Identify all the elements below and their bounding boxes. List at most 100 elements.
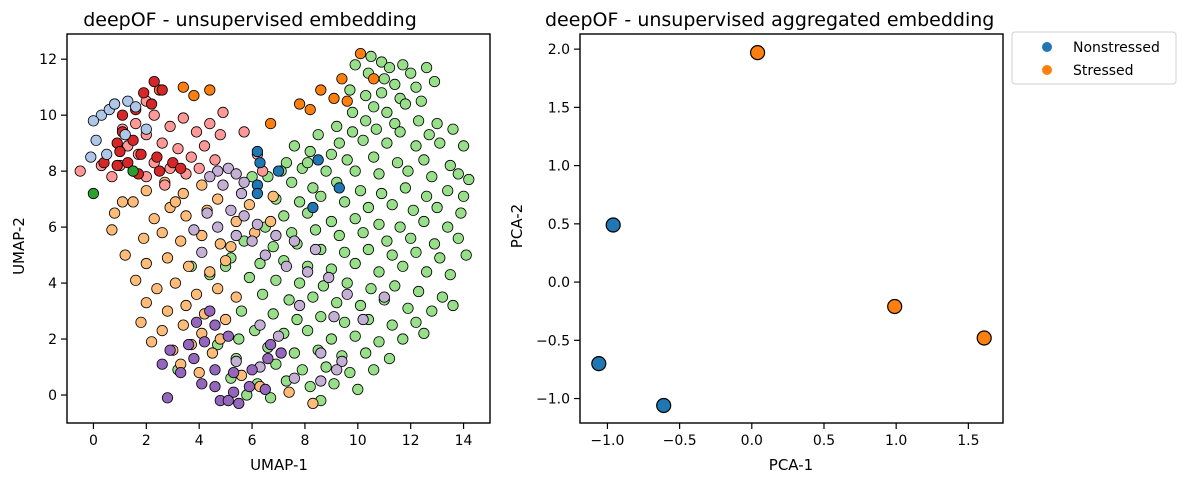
- umap-point: [164, 120, 176, 133]
- umap-point: [246, 235, 258, 247]
- umap-point: [307, 291, 319, 303]
- umap-point: [190, 288, 203, 300]
- umap-point: [138, 232, 150, 244]
- umap-point: [209, 319, 221, 331]
- umap-point: [333, 137, 345, 149]
- umap-point: [386, 199, 398, 211]
- umap-point: [140, 185, 152, 197]
- umap-point: [270, 274, 282, 286]
- umap-ticks: 0 2 4 6 8 10 12 14 0 2 4 6 8 10 12: [39, 52, 472, 449]
- umap-point: [267, 241, 279, 253]
- umap-point: [275, 347, 287, 359]
- umap-point: [370, 123, 382, 135]
- umap-point: [111, 159, 123, 172]
- legend: Nonstressed Stressed: [1011, 31, 1177, 85]
- umap-point: [312, 154, 324, 166]
- umap-point: [378, 73, 390, 85]
- umap-point: [309, 224, 322, 236]
- umap-point: [325, 148, 337, 160]
- umap-point: [254, 157, 266, 169]
- umap-point: [164, 344, 176, 356]
- umap-point: [146, 336, 158, 348]
- umap-point: [315, 347, 327, 359]
- legend-marker-nonstressed: [1042, 42, 1052, 52]
- umap-point: [397, 260, 409, 272]
- umap-point: [389, 118, 401, 130]
- umap-point: [286, 176, 298, 188]
- umap-point: [293, 98, 306, 110]
- umap-point: [452, 168, 464, 180]
- umap-x-axis-label: UMAP-1: [250, 456, 308, 474]
- umap-point: [204, 118, 216, 130]
- umap-point: [272, 330, 285, 342]
- umap-point: [204, 84, 216, 96]
- umap-point: [362, 201, 374, 214]
- umap-point: [196, 378, 208, 390]
- legend-label-stressed: Stressed: [1073, 63, 1134, 79]
- legend-label-nonstressed: Nonstressed: [1073, 40, 1160, 56]
- umap-x-tick-label: 4: [195, 433, 204, 449]
- umap-x-tick-label: 2: [142, 433, 151, 449]
- umap-point: [109, 207, 121, 219]
- umap-point: [418, 215, 430, 228]
- umap-point: [412, 285, 425, 298]
- umap-point: [354, 299, 367, 312]
- umap-point: [373, 218, 385, 230]
- umap-point: [278, 210, 290, 222]
- umap-y-tick-label: 0: [48, 388, 57, 404]
- umap-point: [362, 243, 374, 256]
- pca-chart-title: deepOF - unsupervised aggregated embeddi…: [545, 9, 994, 31]
- umap-point: [336, 355, 348, 367]
- umap-point: [280, 157, 292, 169]
- umap-point: [360, 347, 372, 359]
- umap-point: [331, 364, 343, 376]
- umap-point: [338, 316, 351, 328]
- legend-marker-stressed: [1042, 65, 1052, 75]
- pca-point: [605, 217, 621, 233]
- umap-point: [267, 190, 279, 202]
- umap-point: [175, 366, 187, 379]
- umap-point: [159, 179, 171, 191]
- umap-x-tick-label: 10: [349, 433, 367, 449]
- umap-point: [196, 179, 208, 191]
- pca-y-tick-label: 1.0: [548, 159, 570, 175]
- umap-point: [418, 154, 430, 166]
- umap-point: [243, 380, 255, 393]
- umap-point: [230, 229, 242, 242]
- umap-point: [341, 95, 353, 107]
- umap-point: [288, 372, 300, 384]
- umap-point: [130, 274, 142, 286]
- umap-point: [177, 187, 189, 200]
- umap-point: [180, 299, 192, 312]
- umap-point: [386, 319, 398, 331]
- umap-point: [235, 187, 248, 200]
- umap-point: [391, 157, 404, 169]
- umap-x-tick-label: 8: [300, 433, 309, 449]
- pca-x-axis-label: PCA-1: [769, 456, 813, 474]
- umap-point: [161, 305, 174, 317]
- umap-point: [293, 277, 306, 289]
- umap-point: [122, 157, 134, 169]
- umap-point: [288, 347, 300, 359]
- umap-x-tick-label: 12: [402, 433, 420, 449]
- umap-point: [315, 190, 327, 202]
- umap-x-tick-label: 0: [89, 433, 98, 449]
- umap-point: [106, 171, 118, 183]
- umap-point: [301, 324, 314, 337]
- umap-point: [426, 171, 438, 183]
- umap-y-tick-label: 2: [48, 332, 57, 348]
- umap-point: [412, 115, 425, 127]
- umap-point: [238, 176, 250, 188]
- umap-point: [304, 104, 316, 116]
- umap-point: [333, 229, 345, 242]
- umap-point: [161, 392, 174, 404]
- umap-point: [151, 283, 163, 295]
- umap-point: [420, 61, 433, 74]
- umap-y-axis-label: UMAP-2: [10, 217, 28, 275]
- umap-point: [169, 277, 181, 289]
- pca-point: [887, 298, 903, 315]
- umap-point: [209, 380, 221, 393]
- umap-point: [405, 232, 417, 244]
- umap-point: [127, 134, 139, 146]
